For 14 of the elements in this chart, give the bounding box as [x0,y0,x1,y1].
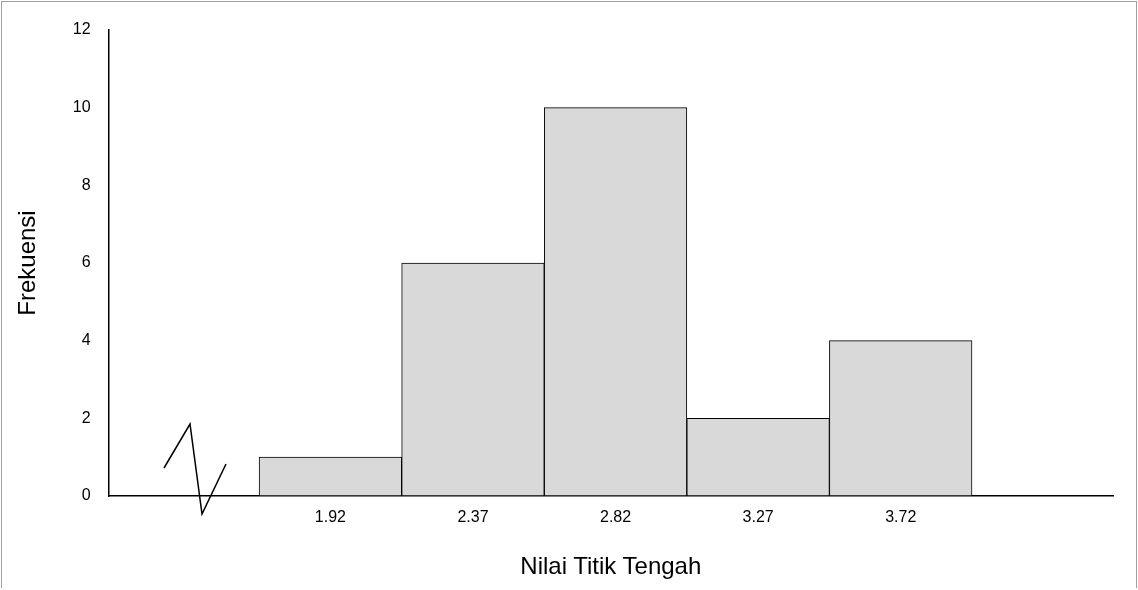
x-tick-label: 3.27 [742,508,774,526]
x-tick-label: 3.72 [885,508,917,526]
x-tick-label: 2.82 [599,508,632,526]
y-tick-label: 8 [81,175,91,193]
x-tick-label: 2.37 [457,508,489,526]
y-tick-label: 6 [81,253,91,271]
y-tick-label: 12 [72,20,91,38]
y-axis-title: Frekuensi [13,210,41,316]
y-tick-label: 4 [81,331,91,349]
y-tick-label: 10 [72,98,91,116]
y-tick-label: 2 [81,408,91,426]
x-tick-label: 1.92 [314,508,347,526]
x-axis-title: Nilai Titik Tengah [520,552,702,580]
y-tick-label: 0 [81,486,91,504]
